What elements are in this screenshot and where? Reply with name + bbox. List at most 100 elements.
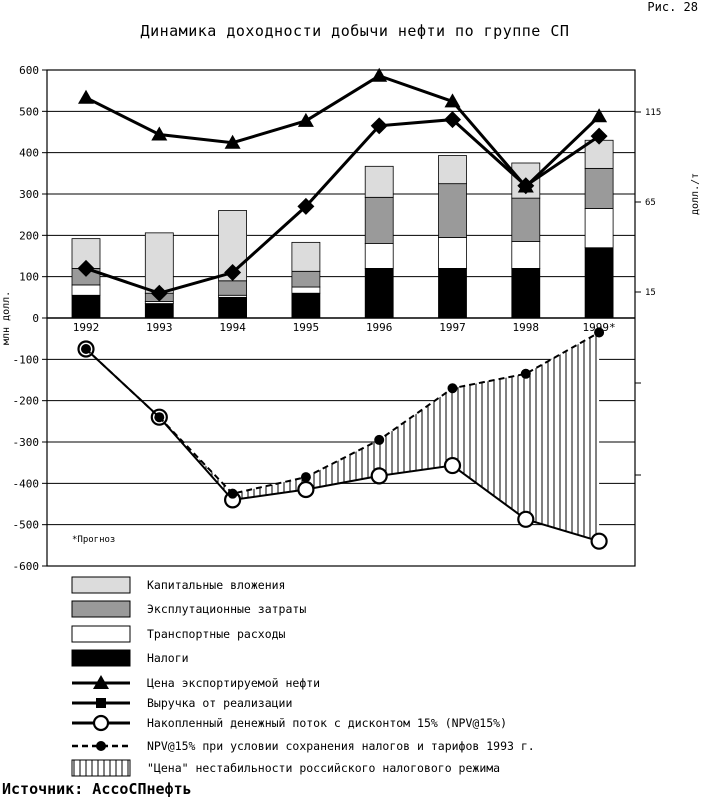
legend-label: Выручка от реализации xyxy=(147,696,292,710)
triangle-marker xyxy=(371,67,388,82)
y2-tick-label: 115 xyxy=(645,108,661,118)
bar-segment xyxy=(291,286,321,294)
series-line xyxy=(85,74,601,189)
circle-marker xyxy=(370,467,388,485)
y-tick-label: -500 xyxy=(13,519,40,532)
bar-segment xyxy=(511,241,541,269)
series-line xyxy=(85,348,600,543)
y-tick-label: 600 xyxy=(19,64,39,77)
x-tick-label: 1995 xyxy=(293,321,320,334)
chart-title: Динамика доходности добычи нефти по груп… xyxy=(140,22,570,40)
dot-marker xyxy=(227,488,238,499)
x-tick-label: 1992 xyxy=(73,321,100,334)
triangle-marker xyxy=(297,112,314,127)
dot-marker xyxy=(594,327,605,338)
triangle-marker xyxy=(78,89,94,104)
legend-swatch xyxy=(71,600,131,618)
bar-segment xyxy=(218,296,248,319)
triangle-marker xyxy=(591,108,608,123)
diamond-marker xyxy=(297,197,315,215)
legend-label: Накопленный денежный поток с дисконтом 1… xyxy=(147,716,507,730)
series-line xyxy=(85,331,600,495)
dot-marker xyxy=(81,344,91,354)
x-tick-label: 1993 xyxy=(146,321,173,334)
diamond-marker xyxy=(590,127,608,145)
y-tick-label: -600 xyxy=(13,560,40,573)
legend-swatch xyxy=(71,759,131,777)
figure-label: Рис. 28 xyxy=(647,0,698,14)
legend-label: NPV@15% при условии сохранения налогов и… xyxy=(147,739,535,753)
bar-segment xyxy=(144,232,174,294)
legend-label: Эксплутационные затраты xyxy=(147,602,306,616)
y-tick-label: -200 xyxy=(13,395,40,408)
y-axis-title: млн долл. xyxy=(1,291,12,345)
dot-marker xyxy=(447,383,458,394)
dot-marker xyxy=(520,368,531,379)
y2-tick-label: 15 xyxy=(645,288,656,298)
circle-marker xyxy=(297,480,315,499)
bar-segment xyxy=(584,208,614,249)
legend-marker xyxy=(92,714,110,732)
y-tick-label: 0 xyxy=(32,312,39,325)
bar-segment xyxy=(438,267,467,319)
bar-segment xyxy=(438,183,467,238)
dot-marker xyxy=(300,472,311,483)
y-tick-label: -400 xyxy=(13,477,40,490)
triangle-marker xyxy=(224,134,241,149)
triangle-marker xyxy=(444,93,461,108)
x-tick-label: 1998 xyxy=(513,321,540,334)
circle-marker xyxy=(590,532,608,550)
legend-marker xyxy=(96,741,106,751)
legend-marker xyxy=(93,675,109,689)
bar-segment xyxy=(584,167,614,209)
bar-segment xyxy=(71,294,101,319)
bar-segment xyxy=(144,303,174,319)
triangle-marker xyxy=(151,126,168,141)
diamond-marker xyxy=(77,259,95,277)
diamond-marker xyxy=(150,284,168,302)
circle-marker xyxy=(443,456,462,475)
bar-segment xyxy=(438,155,467,185)
y2-axis-title: долл./т xyxy=(690,173,701,215)
bar-segment xyxy=(364,165,394,198)
instability-hatch-area xyxy=(159,332,600,542)
source-note: Источник: АссоСПнефть xyxy=(2,780,192,798)
dot-marker xyxy=(154,412,165,423)
bar-segment xyxy=(364,267,394,319)
y-tick-label: -300 xyxy=(13,436,40,449)
diamond-marker xyxy=(444,111,461,129)
bar-segment xyxy=(291,241,321,272)
bar-segment xyxy=(511,267,541,319)
bar-segment xyxy=(584,139,614,169)
legend-swatch xyxy=(71,576,131,594)
bar-segment xyxy=(511,197,541,242)
bar-segment xyxy=(291,270,321,288)
legend-label: Капитальные вложения xyxy=(147,578,285,592)
dot-marker xyxy=(374,434,385,445)
y-tick-label: 500 xyxy=(19,105,39,118)
x-tick-label: 1999* xyxy=(583,321,616,334)
bar-segment xyxy=(584,247,614,319)
circle-marker xyxy=(517,510,535,528)
legend-marker xyxy=(96,698,106,708)
y-tick-label: 300 xyxy=(19,188,39,201)
x-tick-label: 1994 xyxy=(219,321,246,334)
y-tick-label: 400 xyxy=(19,147,39,160)
y-tick-label: 100 xyxy=(19,271,39,284)
bar-segment xyxy=(291,292,321,319)
bar-segment xyxy=(364,196,394,245)
legend-label: Налоги xyxy=(147,651,189,665)
bar-segment xyxy=(218,280,248,296)
bar-segment xyxy=(364,243,394,269)
y2-tick-label: 65 xyxy=(645,198,656,208)
diamond-marker xyxy=(370,117,388,135)
bar-segment xyxy=(438,236,467,269)
footnote: *Прогноз xyxy=(72,535,115,545)
legend-swatch xyxy=(71,625,131,643)
legend-swatch xyxy=(71,649,131,667)
diamond-marker xyxy=(224,264,242,282)
bar-segment xyxy=(71,284,101,296)
y-tick-label: 200 xyxy=(19,229,39,242)
legend-label: "Цена" нестабильности российского налого… xyxy=(147,761,500,775)
